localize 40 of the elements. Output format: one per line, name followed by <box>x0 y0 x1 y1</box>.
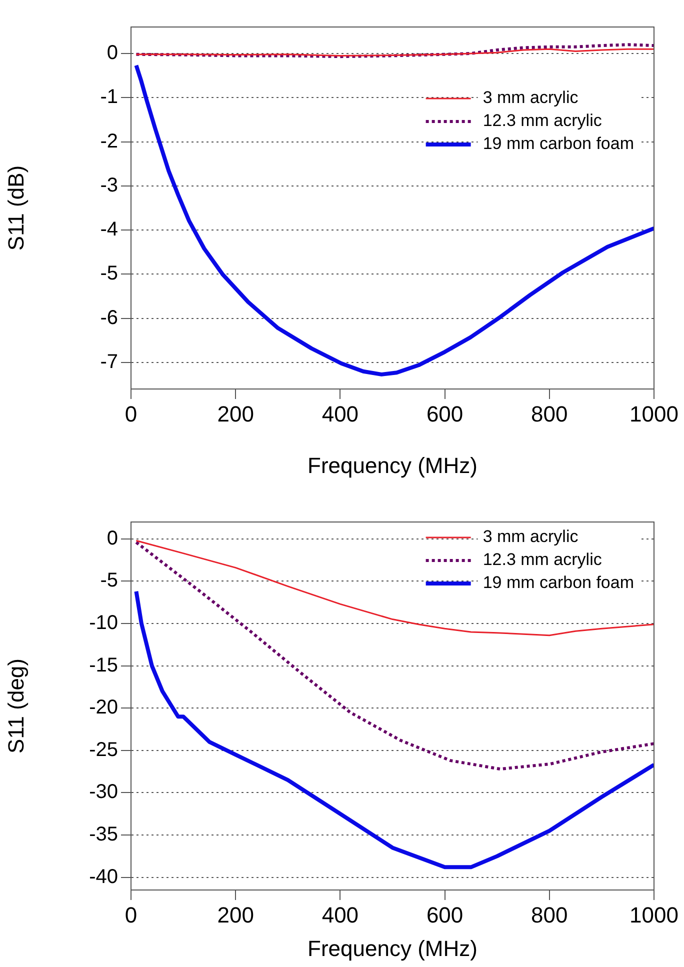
y-tick-label: -7 <box>100 351 118 374</box>
y-tick-label: -35 <box>89 824 118 846</box>
x-tick-label: 400 <box>322 902 359 928</box>
y-axis-title: S11 (deg) <box>3 658 28 754</box>
y-tick-label: -4 <box>100 218 118 241</box>
x-tick-label: 400 <box>322 401 359 426</box>
y-tick-label: 0 <box>106 527 118 550</box>
x-tick-label: 800 <box>531 401 568 426</box>
x-tick-label: 200 <box>217 902 254 928</box>
y-tick-label: -1 <box>100 86 118 108</box>
x-tick-label: 1000 <box>630 902 678 928</box>
y-tick-label: -10 <box>89 612 118 634</box>
x-tick-label: 600 <box>426 902 464 928</box>
x-tick-label: 1000 <box>630 401 678 426</box>
x-axis-title: Frequency (MHz) <box>308 936 478 961</box>
y-tick-label: -3 <box>100 174 118 196</box>
x-tick-label: 800 <box>531 902 568 928</box>
legend-label: 12.3 mm acrylic <box>482 111 602 130</box>
y-tick-label: -5 <box>100 262 118 285</box>
y-tick-label: -20 <box>89 696 118 719</box>
x-tick-label: 200 <box>217 401 254 426</box>
line-series <box>134 43 654 58</box>
y-axis-title: S11 (dB) <box>3 165 28 251</box>
x-tick-label: 600 <box>426 401 464 426</box>
y-tick-label: -40 <box>89 866 118 888</box>
y-tick-label: -2 <box>100 130 118 152</box>
y-tick-label: -6 <box>100 306 118 329</box>
legend-label: 19 mm carbon foam <box>482 134 634 154</box>
x-tick-label: 0 <box>124 401 138 426</box>
x-axis-title: Frequency (MHz) <box>308 452 478 478</box>
y-tick-label: -15 <box>89 654 118 676</box>
y-tick-label: -25 <box>89 738 118 761</box>
legend-label: 3 mm acrylic <box>482 88 579 108</box>
legend-label: 19 mm carbon foam <box>482 573 634 592</box>
legend-label: 3 mm acrylic <box>482 527 579 546</box>
y-tick-label: 0 <box>106 42 118 64</box>
legend-label: 12.3 mm acrylic <box>482 550 602 570</box>
x-tick-label: 0 <box>124 902 138 928</box>
y-tick-label: -30 <box>89 781 118 804</box>
y-tick-label: -5 <box>100 570 118 592</box>
